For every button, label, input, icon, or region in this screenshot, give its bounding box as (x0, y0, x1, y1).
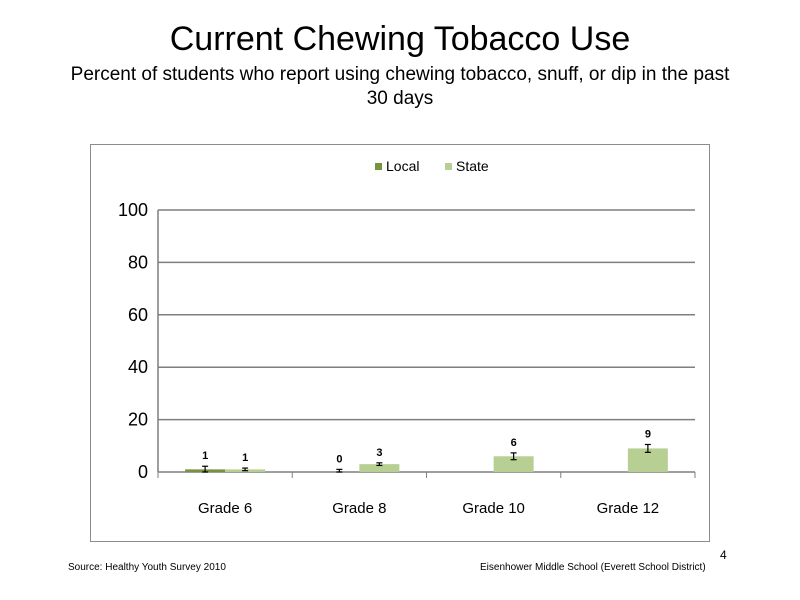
chart-frame (90, 144, 710, 542)
y-tick-label: 100 (118, 200, 148, 220)
data-label: 1 (202, 450, 208, 462)
y-tick-label: 40 (128, 357, 148, 377)
y-tick-label: 20 (128, 410, 148, 430)
data-label: 3 (376, 447, 382, 459)
data-label: 0 (336, 453, 342, 465)
slide-subtitle: Percent of students who report using che… (70, 64, 730, 109)
data-label: 1 (242, 452, 248, 464)
slide-title: Current Chewing Tobacco Use (169, 20, 631, 58)
legend-swatch (375, 163, 382, 170)
bar-state (359, 464, 400, 472)
x-tick-label: Grade 12 (597, 500, 660, 517)
y-tick-label: 60 (128, 305, 148, 325)
bar-state (627, 448, 668, 472)
bar-state (493, 456, 534, 472)
x-tick-label: Grade 10 (462, 500, 525, 517)
school-name: Eisenhower Middle School (Everett School… (480, 562, 706, 573)
legend-label: State (456, 158, 489, 174)
legend-label: Local (386, 158, 419, 174)
legend-swatch (445, 163, 452, 170)
x-tick-label: Grade 6 (198, 500, 252, 517)
source-note: Source: Healthy Youth Survey 2010 (68, 562, 226, 573)
page-number: 4 (720, 548, 727, 562)
data-label: 6 (511, 437, 517, 449)
y-tick-label: 0 (138, 462, 148, 482)
x-tick-label: Grade 8 (332, 500, 386, 517)
y-tick-label: 80 (128, 252, 148, 272)
data-label: 9 (645, 428, 651, 440)
